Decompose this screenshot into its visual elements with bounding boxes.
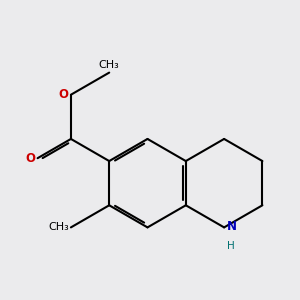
- Text: O: O: [59, 88, 69, 101]
- Text: O: O: [26, 152, 36, 165]
- Text: CH₃: CH₃: [99, 59, 120, 70]
- Text: N: N: [227, 220, 237, 232]
- Text: CH₃: CH₃: [48, 222, 69, 233]
- Text: H: H: [227, 241, 235, 251]
